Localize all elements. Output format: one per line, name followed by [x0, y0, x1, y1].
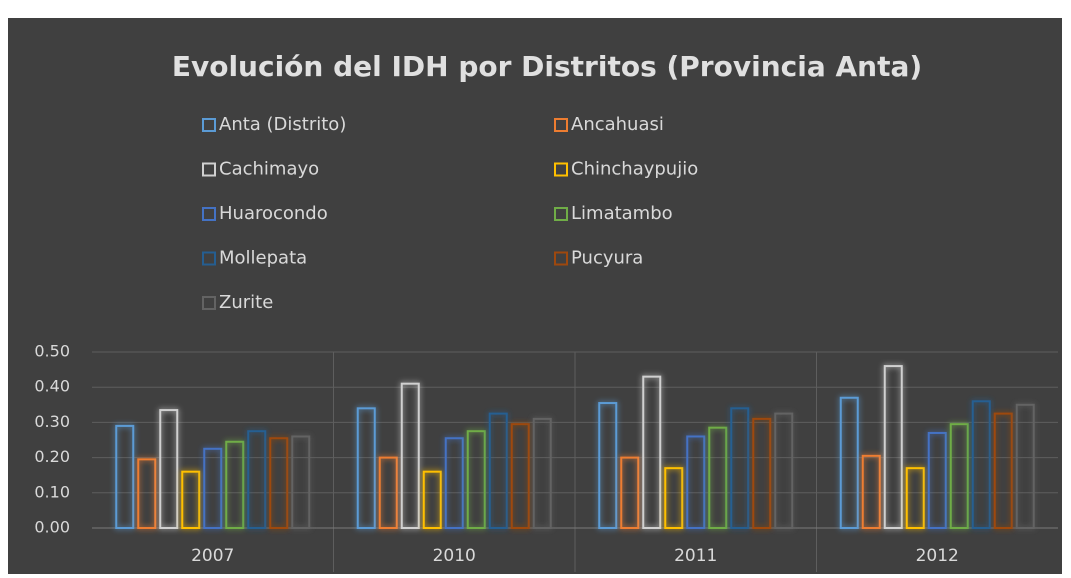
bar: [269, 437, 289, 529]
bar: [356, 407, 376, 530]
legend-label: Huarocondo: [219, 203, 328, 224]
bar: [927, 431, 947, 529]
bar: [115, 424, 135, 530]
bar: [400, 382, 420, 529]
legend-marker: [202, 251, 216, 266]
bar: [664, 467, 684, 530]
bar: [181, 470, 201, 529]
y-tick-label: 0.20: [34, 447, 70, 466]
legend-label: Mollepata: [219, 248, 307, 269]
y-tick-label: 0.10: [34, 482, 70, 501]
x-tick-label: 2012: [916, 546, 959, 566]
bar: [708, 426, 728, 529]
legend-marker: [554, 162, 568, 177]
bar: [137, 458, 157, 529]
bar: [488, 412, 508, 530]
bar: [774, 412, 794, 530]
chart-background: [8, 18, 1062, 574]
x-tick-label: 2007: [191, 546, 234, 566]
bar: [620, 456, 640, 530]
bar: [159, 409, 179, 529]
legend-marker: [202, 207, 216, 221]
legend-marker: [202, 296, 216, 310]
legend-label: Limatambo: [571, 203, 673, 224]
y-tick-label: 0.40: [34, 377, 70, 396]
bar: [378, 456, 398, 530]
bar: [532, 417, 552, 530]
x-tick-label: 2011: [674, 546, 717, 566]
legend-marker: [554, 207, 568, 221]
bar: [598, 402, 618, 530]
bar: [861, 454, 881, 529]
y-tick-label: 0.00: [34, 518, 70, 537]
bar: [422, 470, 442, 529]
bar: [291, 435, 311, 530]
bar: [466, 430, 486, 530]
legend-label: Chinchaypujio: [571, 159, 698, 180]
y-tick-label: 0.50: [34, 342, 70, 361]
bar: [686, 435, 706, 530]
chart-title: Evolución del IDH por Distritos (Provinc…: [172, 50, 922, 83]
bar: [730, 407, 750, 530]
legend-label: Ancahuasi: [571, 114, 664, 135]
legend-label: Anta (Distrito): [219, 114, 346, 135]
bar: [642, 375, 662, 530]
legend-label: Cachimayo: [219, 159, 319, 180]
bar: [510, 423, 530, 529]
bar: [883, 365, 903, 529]
legend-marker: [554, 118, 568, 132]
bar: [752, 417, 772, 530]
bar: [839, 396, 859, 530]
bar: [247, 430, 267, 530]
legend-label: Pucyura: [571, 248, 643, 269]
legend-label: Zurite: [219, 292, 273, 313]
legend-marker: [202, 118, 216, 132]
legend-marker: [554, 251, 568, 266]
x-tick-label: 2010: [433, 546, 476, 566]
bar: [993, 412, 1013, 530]
bar: [203, 447, 223, 529]
bar: [949, 423, 969, 529]
bar: [225, 440, 245, 530]
bar: [444, 437, 464, 529]
bar: [1015, 403, 1035, 529]
bar: [905, 467, 925, 530]
legend-marker: [202, 162, 216, 177]
bar: [971, 400, 991, 529]
y-tick-label: 0.30: [34, 412, 70, 431]
